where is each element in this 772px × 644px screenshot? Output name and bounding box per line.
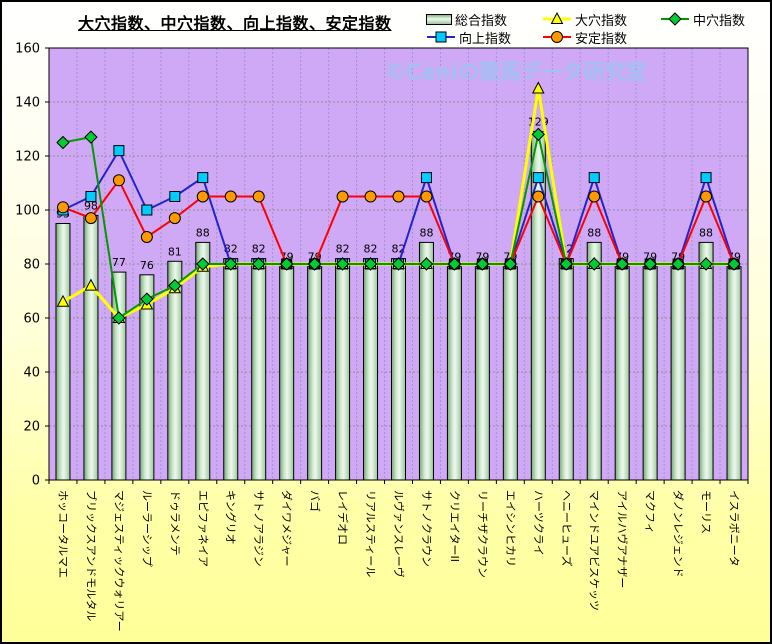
svg-text:100: 100 <box>15 204 40 219</box>
axes: 0 20 40 60 80 100 120 140 160 <box>15 42 749 489</box>
legend-label: 安定指数 <box>575 31 628 47</box>
bar-value-label: 88 <box>587 226 601 239</box>
bar <box>614 266 630 481</box>
bar <box>391 258 406 481</box>
svg-text:140: 140 <box>15 96 40 111</box>
category-label: バゴ <box>308 490 322 512</box>
category-label: マインドユアビスケッツ <box>588 490 601 611</box>
bar-value-label: 77 <box>112 256 126 269</box>
svg-text:40: 40 <box>23 366 40 381</box>
legend-item-kojo: 向上指数 <box>426 29 512 47</box>
svg-text:60: 60 <box>23 312 40 327</box>
bar <box>223 258 239 481</box>
category-label: エイシンヒカリ <box>504 490 517 567</box>
category-label: キングリオ <box>224 490 238 545</box>
svg-text:120: 120 <box>15 150 40 165</box>
category-label: クリエイターII <box>448 490 461 562</box>
category-label: イスラボニータ <box>728 490 741 567</box>
triangle-line-swatch-icon <box>542 11 572 26</box>
category-label: ホッコータルマエ <box>56 490 69 578</box>
bar-value-label: 81 <box>168 245 182 258</box>
category-label: サトノアラジン <box>252 490 265 567</box>
bar <box>307 266 323 481</box>
bar <box>363 258 379 481</box>
bar <box>251 258 267 481</box>
legend-item-oana: 大穴指数 <box>542 11 628 29</box>
bar <box>167 260 183 481</box>
bar <box>474 266 490 481</box>
bar-value-label: 88 <box>419 226 433 239</box>
legend-label: 総合指数 <box>455 13 508 29</box>
bar-value-label: 88 <box>196 226 210 239</box>
line-series-4 <box>56 127 741 325</box>
legend-item-sogo: 総合指数 <box>426 11 508 29</box>
square-line-swatch-icon <box>426 30 456 44</box>
bar-value-label: 76 <box>140 259 154 272</box>
bar <box>558 258 574 481</box>
bar <box>698 241 714 481</box>
category-label: ルヴァンスレーヴ <box>392 490 406 578</box>
svg-text:20: 20 <box>23 420 40 435</box>
legend-item-antei: 安定指数 <box>542 29 628 47</box>
category-label: リーチザクラウン <box>476 490 489 578</box>
legend-item-chuana: 中穴指数 <box>660 11 746 29</box>
category-label: サトノクラウン <box>420 490 433 567</box>
bar <box>335 258 351 481</box>
category-label: ドゥラメンテ <box>168 490 181 556</box>
bar-value-label: 82 <box>252 243 266 256</box>
category-label: アイルハヴアナザー <box>616 490 630 588</box>
category-label: マジェスティックウォリアー <box>112 490 125 632</box>
svg-text:80: 80 <box>23 258 40 273</box>
bar-value-label: 98 <box>84 199 98 212</box>
bar <box>530 131 546 481</box>
bar-swatch-icon <box>426 13 452 25</box>
chart-title: 大穴指数、中穴指数、向上指数、安定指数 <box>78 14 392 33</box>
bar <box>502 266 518 481</box>
bar-value-label: 82 <box>336 243 350 256</box>
bar <box>586 241 602 481</box>
bar <box>446 266 462 481</box>
watermark: ©Caniの競馬データ研究室 <box>385 60 647 84</box>
bar <box>642 266 658 481</box>
bar <box>111 271 127 481</box>
bar-value-label: 88 <box>699 226 713 239</box>
category-label: リアルスティール <box>364 490 377 577</box>
svg-text:0: 0 <box>32 474 40 489</box>
legend-label: 中穴指数 <box>693 13 746 29</box>
circle-line-swatch-icon <box>542 30 572 44</box>
category-label: ダイワメジャー <box>280 490 294 566</box>
bar <box>670 266 686 481</box>
legend-label: 大穴指数 <box>575 13 628 29</box>
diamond-line-swatch-icon <box>660 12 690 26</box>
category-label: モーリス <box>700 490 713 534</box>
bar <box>55 223 71 481</box>
category-label: エピファネイア <box>196 490 209 567</box>
svg-text:160: 160 <box>15 42 40 57</box>
category-label: ルーラーシップ <box>140 490 153 567</box>
category-labels: ホッコータルマエ ブリックスアンドモルタル マジェスティックウォリアー ルーラーシップ… <box>56 490 740 632</box>
category-label: マクフィ <box>644 490 657 534</box>
bar <box>279 266 295 481</box>
bar <box>83 214 99 481</box>
category-label: ダノンレジェンド <box>672 490 686 578</box>
category-label: ハーツクライ <box>532 490 545 556</box>
bar-value-label: 82 <box>364 243 378 256</box>
category-label: レイデオロ <box>336 490 350 545</box>
bar <box>418 241 434 481</box>
bar <box>195 241 211 481</box>
bar <box>726 266 742 481</box>
legend-label: 向上指数 <box>459 31 512 47</box>
category-label: ヘニーヒューズ <box>560 490 574 566</box>
category-label: ブリックスアンドモルタル <box>84 490 98 621</box>
